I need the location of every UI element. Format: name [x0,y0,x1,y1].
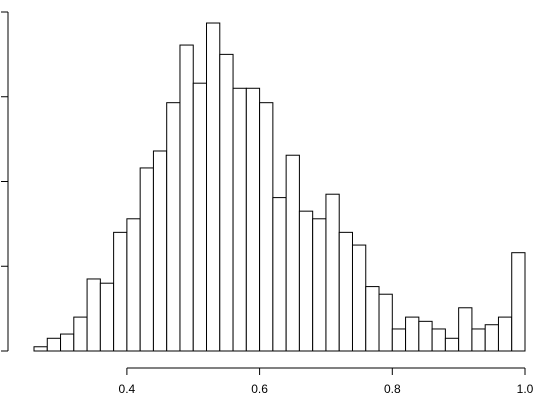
bar [60,333,75,352]
bar [166,102,181,352]
bar [33,346,48,352]
bar [511,252,526,352]
bar [418,320,433,352]
bar [497,316,513,352]
bar [192,82,208,352]
bar [325,193,340,352]
bar [46,337,62,352]
bar [113,231,128,352]
bar [444,337,460,352]
x-tick-label: 0.6 [251,382,268,396]
bar [259,102,274,352]
bar [484,324,499,352]
bar [365,286,380,352]
bar [285,154,300,352]
bar [73,316,88,352]
bar [232,87,247,352]
bar [405,316,420,352]
bar [272,197,287,352]
bar [471,328,486,352]
bar [139,167,154,352]
x-tick-label: 0.4 [119,382,136,396]
bar [245,87,261,352]
bar [152,150,168,352]
bar [391,328,407,352]
x-tick-label: 0.8 [384,382,401,396]
bar [312,218,327,352]
bar [458,307,473,352]
x-tick-label: 1.0 [517,382,534,396]
bar [351,244,367,352]
bar [99,282,115,352]
bar [378,293,393,352]
bar [431,328,446,352]
bar [338,231,353,352]
bar [219,53,234,352]
bar [179,44,194,352]
bar [86,278,101,352]
bar [126,218,141,352]
bar [298,210,314,352]
bar [206,22,221,352]
